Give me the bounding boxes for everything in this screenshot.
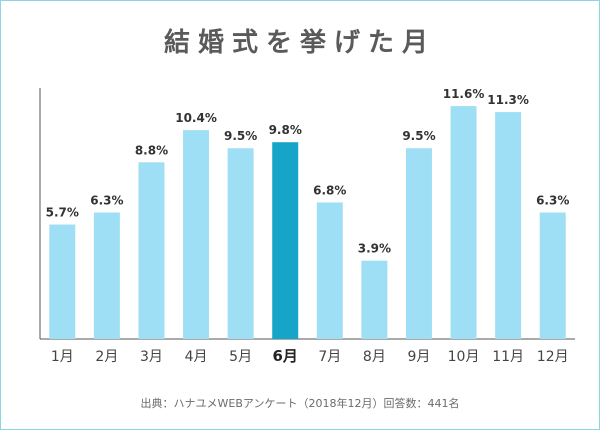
data-label-5: 9.5% (224, 129, 257, 143)
x-tick-label-12: 12月 (537, 349, 569, 365)
x-tick-label-8: 8月 (363, 349, 386, 365)
data-label-1: 5.7% (46, 206, 79, 220)
chart-title: 結婚式を挙げた月 (163, 28, 436, 58)
bar-2 (93, 212, 120, 339)
x-tick-label-2: 2月 (95, 349, 118, 365)
data-label-12: 6.3% (536, 193, 569, 207)
data-label-8: 3.9% (358, 242, 391, 256)
data-label-11: 11.3% (487, 93, 529, 107)
data-label-9: 9.5% (402, 129, 435, 143)
bar-7 (316, 202, 343, 339)
data-label-2: 6.3% (90, 193, 123, 207)
data-label-4: 10.4% (175, 111, 217, 125)
bar-8 (361, 260, 388, 339)
bar-9 (405, 148, 432, 339)
x-tick-label-3: 3月 (140, 349, 163, 365)
bar-10 (450, 106, 477, 340)
data-label-3: 8.8% (135, 143, 168, 157)
bar-12 (539, 212, 566, 339)
bar-4 (183, 130, 210, 339)
data-label-7: 6.8% (313, 183, 346, 197)
bar-5 (227, 148, 254, 339)
bar-1 (49, 224, 76, 339)
x-tick-label-5: 5月 (229, 349, 252, 365)
bar-chart: 5.7% 1月 6.3% 2月 8.8% 3月 10.4% 4月 9.5% 5月 9.8% 6月 6.8… (39, 87, 575, 365)
source-note: 出典：ハナユメWEBアンケート（2018年12月）回答数：441名 (140, 397, 460, 410)
x-tick-label-4: 4月 (185, 349, 208, 365)
bar-6 (272, 142, 299, 339)
x-tick-label-6: 6月 (272, 347, 297, 365)
x-tick-label-9: 9月 (407, 349, 430, 365)
x-tick-label-11: 11月 (492, 349, 524, 365)
bar-11 (495, 112, 522, 339)
x-tick-label-1: 1月 (51, 349, 74, 365)
data-label-6: 9.8% (269, 123, 302, 137)
bar-3 (138, 162, 165, 339)
data-label-10: 11.6% (443, 87, 485, 101)
x-tick-label-10: 10月 (448, 349, 480, 365)
x-tick-label-7: 7月 (318, 349, 341, 365)
